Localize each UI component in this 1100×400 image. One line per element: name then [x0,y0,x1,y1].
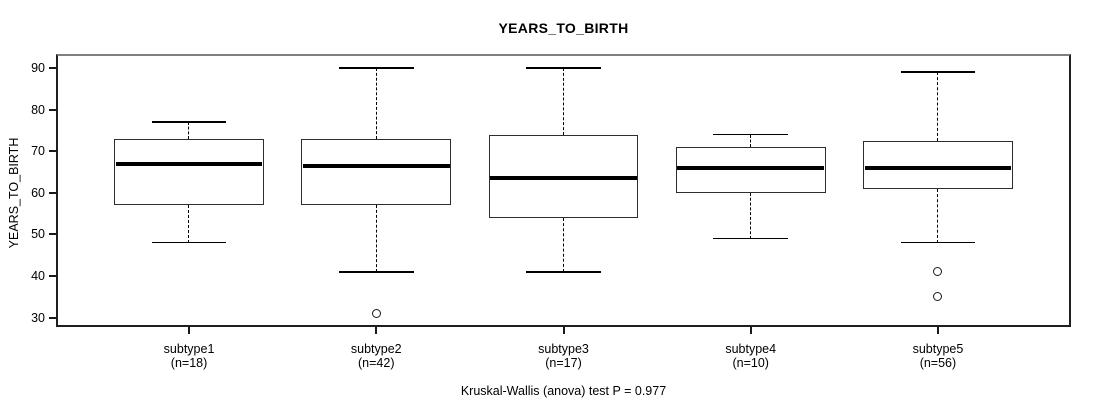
iqr-box [301,138,452,206]
upper-whisker-cap [713,133,789,136]
x-axis-sublabel: (n=18) [170,356,208,370]
y-axis-tick [49,233,58,236]
plot-area-frame [56,54,1071,327]
upper-whisker-cap [900,71,976,73]
lower-whisker-cap [713,237,789,240]
upper-whisker-line [562,68,564,135]
y-axis-tick [49,191,58,194]
lower-whisker-cap [900,241,976,244]
lower-whisker-cap [338,271,414,273]
outlier-point [933,292,943,302]
x-axis-label: subtype4 [725,342,777,356]
median-line [864,165,1012,170]
x-axis-tick [936,327,939,334]
y-tick-label: 70 [31,144,45,159]
y-axis-tick [49,67,58,70]
y-tick-label: 30 [31,310,45,325]
x-axis-tick [188,327,191,334]
y-tick-label: 40 [31,268,45,283]
lower-whisker-cap [151,241,227,244]
iqr-box [863,140,1013,189]
upper-whisker-line [375,68,377,139]
x-axis-sublabel: (n=42) [358,356,395,370]
lower-whisker-line [562,217,564,272]
upper-whisker-line [188,122,190,139]
x-axis-label: subtype1 [163,342,215,356]
iqr-box [114,138,264,206]
y-tick-label: 60 [31,185,45,200]
y-axis-tick [49,274,58,277]
x-axis-sublabel: (n=10) [732,356,769,370]
median-line [490,176,637,181]
x-axis-tick [749,327,752,334]
upper-whisker-line [749,134,751,148]
x-axis-label: subtype2 [350,342,402,356]
upper-whisker-cap [526,67,601,69]
y-axis-tick [49,150,58,153]
y-tick-label: 90 [31,61,45,76]
upper-whisker-cap [338,67,414,69]
upper-whisker-cap [151,121,227,123]
median-line [677,165,825,170]
outlier-point [371,308,381,318]
x-axis-tick [375,327,378,334]
iqr-box [488,134,639,218]
upper-whisker-line [937,72,939,141]
x-axis-tick [562,327,565,334]
x-axis-label: subtype5 [912,342,964,356]
x-axis-sublabel: (n=56) [919,356,957,370]
x-axis-sublabel: (n=17) [545,356,582,370]
y-tick-label: 80 [31,102,45,117]
x-axis-label: subtype3 [538,342,589,356]
y-axis-tick [49,108,58,111]
y-tick-label: 50 [31,227,45,242]
lower-whisker-line [937,188,939,243]
y-axis-tick [49,316,58,319]
lower-whisker-cap [526,271,601,273]
iqr-box [675,147,826,193]
median-line [302,163,450,168]
chart-title: YEARS_TO_BIRTH [498,20,629,36]
median-line [115,161,263,166]
stat-test-caption: Kruskal-Wallis (anova) test P = 0.977 [460,384,667,398]
outlier-point [933,267,943,277]
lower-whisker-line [188,205,190,243]
lower-whisker-line [749,192,751,239]
lower-whisker-line [375,205,377,272]
